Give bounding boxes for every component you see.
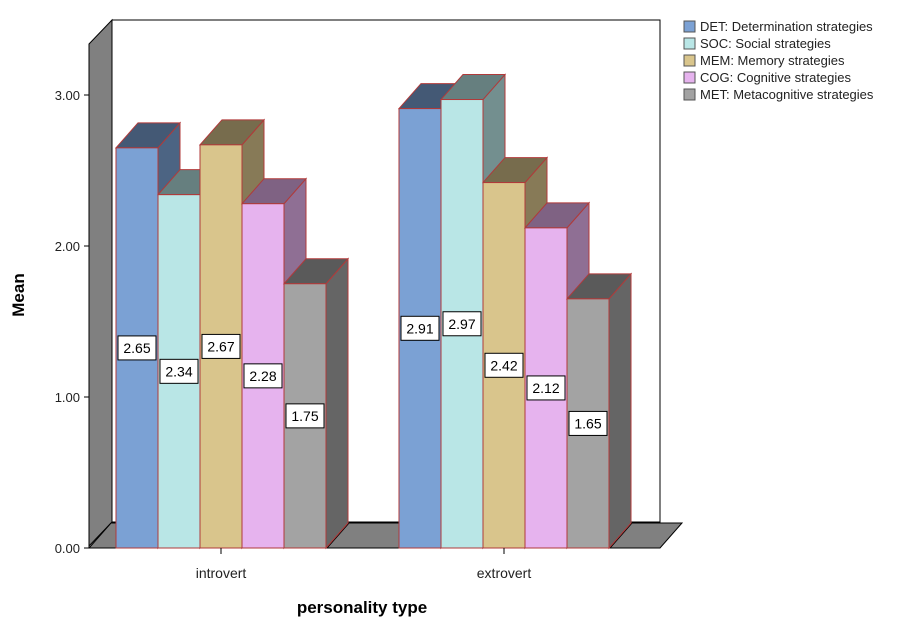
y-axis: 0.00 1.00 2.00 3.00 (55, 44, 90, 556)
data-label-box (568, 410, 608, 436)
y-tick-label: 0.00 (55, 541, 80, 556)
data-label: 2.12 (526, 375, 566, 401)
data-label-box (442, 311, 482, 337)
chart-floor (87, 522, 684, 549)
data-label-text: 2.97 (448, 316, 475, 332)
data-label-text: 2.91 (406, 320, 433, 336)
data-label-text: 2.28 (249, 368, 276, 384)
legend-swatch (683, 54, 696, 67)
data-label: 2.67 (201, 333, 241, 359)
data-label-box (484, 352, 524, 378)
x-axis-title: personality type (297, 598, 427, 617)
x-tick-label: introvert (196, 565, 247, 581)
legend-swatch (683, 71, 696, 84)
data-label-text: 2.42 (490, 357, 517, 373)
bar-side (608, 272, 632, 550)
legend: DET: Determination strategies SOC: Social… (683, 19, 874, 102)
data-label-box (526, 375, 566, 401)
data-label: 1.75 (285, 403, 325, 429)
legend-swatch (683, 37, 696, 50)
left-wall (88, 18, 113, 548)
data-label: 2.91 (400, 315, 440, 341)
legend-item: SOC: Social strategies (683, 36, 831, 51)
data-label-text: 2.65 (123, 340, 150, 356)
data-label: 2.42 (484, 352, 524, 378)
data-label-text: 2.12 (532, 380, 559, 396)
bar-side (325, 257, 349, 550)
legend-label: MET: Metacognitive strategies (700, 87, 874, 102)
data-label-text: 1.65 (574, 415, 601, 431)
legend-label: MEM: Memory strategies (700, 53, 845, 68)
data-label-box (400, 315, 440, 341)
legend-label: DET: Determination strategies (700, 19, 873, 34)
y-tick-label: 3.00 (55, 88, 80, 103)
data-label-text: 2.34 (165, 363, 192, 379)
data-label-box (201, 333, 241, 359)
data-label-box (117, 335, 157, 361)
data-label: 2.28 (243, 363, 283, 389)
legend-item: DET: Determination strategies (683, 19, 873, 34)
data-label-box (243, 363, 283, 389)
x-tick-label: extrovert (477, 565, 532, 581)
data-label-text: 1.75 (291, 408, 318, 424)
data-label: 2.34 (159, 358, 199, 384)
legend-label: COG: Cognitive strategies (700, 70, 852, 85)
data-label: 2.65 (117, 335, 157, 361)
legend-item: MET: Metacognitive strategies (683, 87, 874, 102)
legend-item: COG: Cognitive strategies (683, 70, 852, 85)
data-label: 1.65 (568, 410, 608, 436)
y-tick-label: 1.00 (55, 390, 80, 405)
x-axis: introvert extrovert (196, 548, 532, 581)
data-label: 2.97 (442, 311, 482, 337)
y-axis-title: Mean (9, 273, 28, 316)
data-label-box (159, 358, 199, 384)
data-label-text: 2.67 (207, 338, 234, 354)
legend-swatch (683, 88, 696, 101)
legend-label: SOC: Social strategies (700, 36, 831, 51)
legend-item: MEM: Memory strategies (683, 53, 845, 68)
legend-swatch (683, 20, 696, 33)
data-label-box (285, 403, 325, 429)
data-labels: 2.65 2.34 2.67 2.28 1.75 2.91 2.97 2.42 2.12 1.65 (117, 311, 608, 436)
floor-segment (608, 522, 684, 549)
y-tick-label: 2.00 (55, 239, 80, 254)
